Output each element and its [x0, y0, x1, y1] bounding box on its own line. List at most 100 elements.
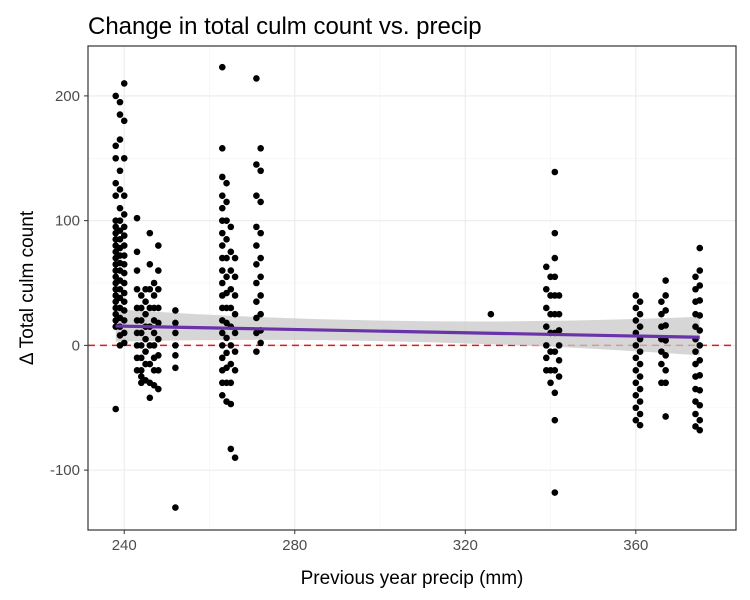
data-point: [172, 342, 179, 349]
data-point: [542, 304, 550, 312]
data-point: [112, 142, 120, 150]
data-point: [137, 342, 145, 349]
data-point: [231, 348, 239, 355]
data-point: [696, 297, 704, 304]
x-tick-label: 240: [112, 537, 137, 554]
data-point: [150, 381, 158, 389]
data-point: [632, 404, 640, 412]
data-point: [257, 273, 264, 281]
data-point: [636, 298, 644, 306]
data-point: [150, 292, 158, 299]
data-point: [542, 263, 550, 271]
data-point: [120, 80, 128, 87]
data-point: [257, 339, 264, 347]
data-point: [551, 273, 559, 281]
data-point: [632, 317, 640, 324]
data-point: [146, 260, 154, 268]
data-point: [133, 214, 141, 222]
data-point: [636, 410, 644, 418]
data-point: [692, 323, 699, 330]
data-point: [120, 329, 128, 337]
data-point: [692, 348, 699, 355]
data-point: [542, 354, 550, 362]
data-point: [116, 236, 124, 243]
data-point: [172, 364, 179, 372]
data-point: [658, 310, 665, 318]
chart-title: Change in total culm count vs. precip: [88, 13, 482, 40]
data-point: [120, 242, 128, 249]
data-point: [137, 354, 145, 362]
data-point: [555, 327, 563, 334]
data-point: [692, 423, 699, 430]
data-point: [662, 322, 669, 329]
data-point: [662, 367, 669, 374]
data-point: [223, 289, 230, 297]
data-point: [227, 445, 235, 453]
data-point: [218, 173, 226, 181]
data-point: [551, 389, 559, 397]
data-point: [120, 211, 128, 218]
data-point: [218, 342, 226, 349]
y-axis-title: Δ Total culm count: [17, 210, 38, 365]
data-point: [116, 167, 124, 175]
data-point: [146, 394, 154, 402]
data-point: [218, 144, 226, 152]
data-point: [223, 273, 230, 281]
data-point: [223, 364, 230, 372]
plot-panel-border: [87, 45, 737, 531]
data-point: [227, 360, 235, 368]
data-point: [696, 267, 704, 274]
x-tick-label: 280: [282, 537, 307, 554]
data-point: [223, 319, 230, 327]
data-point: [218, 279, 226, 287]
data-point: [658, 298, 665, 306]
data-point: [253, 192, 260, 199]
x-tick-label: 320: [453, 537, 478, 554]
data-point: [112, 310, 120, 318]
data-point: [116, 186, 124, 193]
data-point: [632, 391, 640, 399]
data-point: [542, 342, 550, 349]
data-point: [692, 360, 699, 368]
data-point: [555, 292, 563, 299]
data-point: [555, 342, 563, 349]
data-point: [632, 354, 640, 362]
data-point: [257, 198, 264, 206]
data-point: [658, 348, 665, 355]
data-point: [112, 273, 120, 281]
data-point: [696, 312, 704, 319]
data-point: [692, 398, 699, 405]
data-point: [696, 244, 704, 252]
data-point: [658, 360, 665, 368]
data-point: [120, 260, 128, 268]
data-point: [120, 289, 128, 297]
data-point: [142, 310, 149, 318]
data-point: [116, 98, 124, 106]
data-point: [223, 198, 230, 206]
data-point: [551, 348, 559, 355]
data-point: [112, 192, 120, 199]
data-point: [662, 379, 669, 387]
data-point: [696, 282, 704, 289]
data-point: [218, 329, 226, 337]
data-point: [137, 329, 145, 337]
y-tick-label: 100: [55, 213, 80, 230]
data-point: [155, 352, 162, 359]
data-point: [112, 298, 120, 306]
data-point: [692, 285, 699, 293]
data-point: [120, 252, 128, 259]
data-point: [116, 217, 124, 224]
data-point: [172, 329, 179, 337]
data-point: [146, 360, 154, 368]
axes: 240 280 320 360 -100 0 100 200: [50, 88, 648, 554]
plot-panel: [88, 46, 736, 530]
data-point: [227, 400, 235, 408]
data-point: [137, 304, 145, 312]
data-point: [120, 339, 128, 347]
data-point: [632, 367, 640, 374]
data-point: [632, 416, 640, 424]
data-point: [636, 323, 644, 330]
data-point: [155, 319, 162, 327]
data-point: [551, 367, 559, 374]
data-point: [253, 298, 260, 306]
